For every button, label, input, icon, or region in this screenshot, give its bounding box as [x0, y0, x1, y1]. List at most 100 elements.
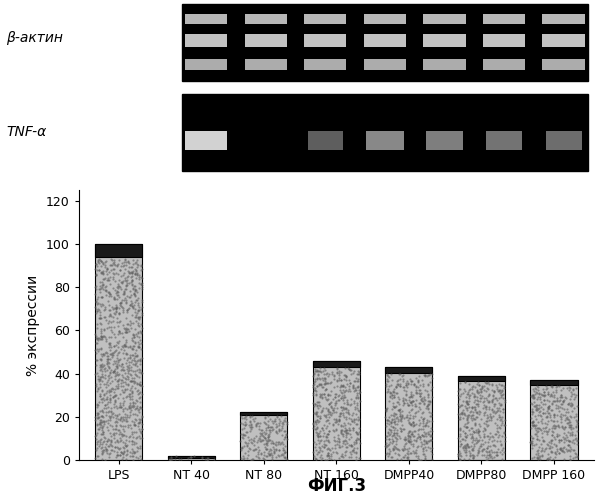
- Point: [385, 430, 395, 438]
- Point: [236, 437, 245, 445]
- Point: [261, 440, 271, 448]
- Point: [109, 304, 119, 312]
- Point: [474, 398, 484, 406]
- Point: [130, 349, 140, 357]
- Point: [353, 430, 363, 438]
- Point: [267, 450, 276, 458]
- Point: [130, 306, 140, 314]
- Point: [554, 402, 564, 410]
- Point: [491, 408, 501, 416]
- Point: [401, 414, 411, 422]
- Point: [528, 391, 538, 399]
- Point: [114, 308, 124, 316]
- Point: [342, 439, 352, 447]
- Point: [92, 271, 101, 279]
- Point: [350, 418, 359, 426]
- Point: [421, 446, 430, 454]
- Point: [322, 433, 331, 441]
- Point: [321, 410, 331, 418]
- Point: [547, 430, 557, 438]
- Point: [124, 390, 134, 398]
- Point: [564, 446, 574, 454]
- Bar: [95, 244, 142, 460]
- Point: [98, 447, 107, 455]
- Point: [94, 334, 104, 342]
- Point: [382, 404, 391, 412]
- Point: [325, 391, 335, 399]
- Point: [399, 442, 409, 450]
- Point: [130, 378, 139, 386]
- Point: [132, 332, 142, 340]
- Point: [460, 429, 470, 437]
- Point: [125, 394, 135, 402]
- Point: [138, 434, 147, 442]
- Point: [238, 454, 247, 462]
- Point: [487, 396, 497, 404]
- Point: [308, 424, 318, 432]
- Bar: [185, 14, 227, 24]
- Point: [347, 418, 356, 426]
- Point: [115, 299, 124, 307]
- Point: [102, 276, 112, 284]
- Point: [533, 454, 542, 462]
- Point: [407, 406, 416, 414]
- Point: [390, 449, 400, 457]
- Point: [261, 424, 271, 432]
- Point: [95, 418, 105, 426]
- Point: [105, 311, 115, 319]
- Point: [489, 441, 499, 449]
- Point: [388, 436, 398, 444]
- Point: [95, 392, 105, 400]
- Bar: [364, 60, 406, 70]
- Point: [103, 362, 113, 370]
- Point: [324, 454, 334, 462]
- Point: [393, 429, 402, 437]
- Point: [462, 440, 471, 448]
- Point: [111, 382, 121, 390]
- Point: [107, 318, 116, 326]
- Point: [127, 389, 137, 397]
- Point: [388, 392, 398, 400]
- Point: [570, 404, 579, 412]
- Point: [384, 446, 393, 454]
- Point: [547, 383, 557, 391]
- Point: [336, 404, 345, 411]
- Point: [457, 409, 467, 417]
- Point: [537, 434, 547, 442]
- Point: [529, 402, 539, 410]
- Point: [556, 392, 566, 400]
- Point: [474, 436, 484, 444]
- Point: [98, 335, 107, 343]
- Point: [421, 438, 431, 446]
- Point: [474, 382, 484, 390]
- Point: [269, 448, 279, 456]
- Point: [130, 301, 139, 309]
- Point: [245, 421, 255, 429]
- Point: [381, 406, 391, 414]
- Point: [130, 282, 140, 290]
- Point: [124, 432, 134, 440]
- Point: [98, 332, 107, 340]
- Point: [561, 434, 570, 442]
- Point: [460, 428, 470, 436]
- Point: [104, 302, 114, 310]
- Point: [116, 414, 126, 422]
- Point: [137, 354, 147, 362]
- Point: [495, 438, 505, 446]
- Point: [103, 372, 113, 380]
- Point: [391, 434, 401, 442]
- Point: [123, 320, 133, 328]
- Point: [405, 421, 415, 429]
- Point: [545, 456, 555, 464]
- Point: [535, 394, 545, 402]
- Point: [130, 291, 139, 299]
- Point: [130, 292, 139, 300]
- Point: [339, 408, 348, 416]
- Point: [105, 310, 115, 318]
- Point: [128, 448, 138, 456]
- Point: [406, 390, 416, 398]
- Point: [92, 285, 101, 293]
- Point: [384, 435, 393, 443]
- Point: [328, 448, 338, 456]
- Point: [419, 432, 428, 440]
